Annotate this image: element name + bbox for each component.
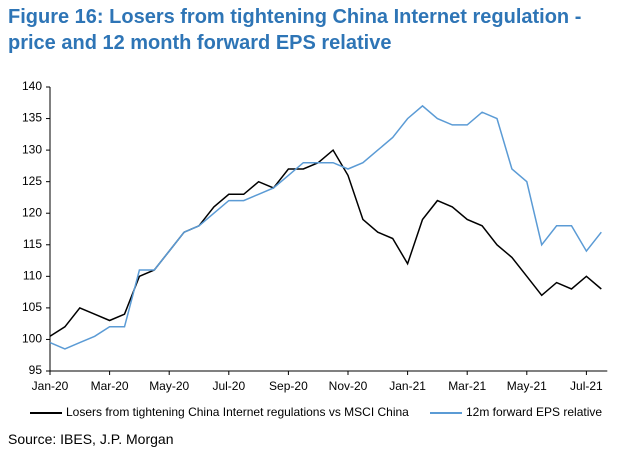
x-tick-label: May-21 (507, 379, 547, 393)
y-tick-label: 135 (22, 111, 42, 125)
x-tick-label: Jan-20 (32, 379, 69, 393)
y-tick-label: 125 (22, 174, 42, 188)
x-tick-label: May-20 (149, 379, 189, 393)
legend-label: Losers from tightening China Internet re… (66, 405, 409, 419)
x-tick-label: Nov-20 (329, 379, 368, 393)
series-line (49, 104, 602, 350)
y-tick-label: 115 (23, 237, 42, 251)
y-tick-label: 105 (22, 300, 42, 314)
y-tick-label: 100 (22, 332, 42, 346)
series-line (49, 148, 602, 337)
y-tick-label: 140 (22, 79, 42, 93)
source-note: Source: IBES, J.P. Morgan (8, 431, 174, 447)
y-tick-label: 120 (22, 205, 42, 219)
x-tick-label: Jul-20 (212, 379, 245, 393)
x-tick-label: Jan-21 (389, 379, 426, 393)
legend-label: 12m forward EPS relative (466, 405, 602, 419)
chart-title: Figure 16: Losers from tightening China … (8, 6, 582, 54)
y-tick-label: 130 (22, 142, 42, 156)
x-tick-label: Mar-20 (91, 379, 129, 393)
x-tick-label: Jul-21 (570, 379, 603, 393)
y-tick-label: 110 (23, 269, 42, 283)
y-tick-label: 95 (29, 363, 43, 377)
x-tick-label: Sep-20 (269, 379, 308, 393)
x-tick-label: Mar-21 (448, 379, 486, 393)
